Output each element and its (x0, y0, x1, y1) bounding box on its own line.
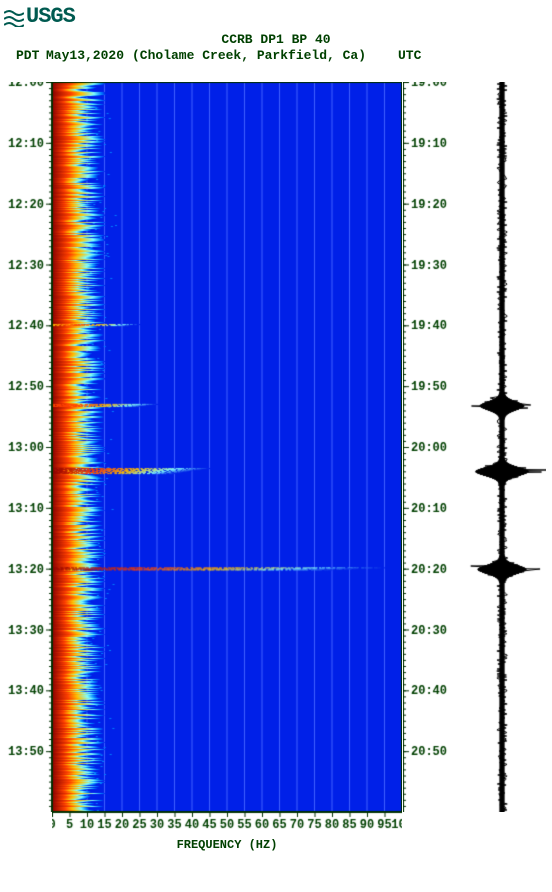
location-label: (Cholame Creek, Parkfield, Ca) (132, 48, 366, 63)
y-axis-left (2, 82, 52, 812)
y-axis-right (403, 82, 453, 812)
usgs-logo: USGS (4, 4, 75, 29)
usgs-waves-icon (4, 7, 24, 27)
tz-right-label: UTC (398, 48, 421, 63)
chart-title: CCRB DP1 BP 40 (0, 32, 552, 47)
spectrogram-plot (52, 82, 402, 812)
date-label: May13,2020 (46, 48, 124, 63)
seismogram-trace (458, 82, 546, 812)
x-axis (52, 812, 402, 838)
usgs-logo-text: USGS (26, 4, 75, 29)
tz-left-label: PDT (16, 48, 39, 63)
x-axis-label: FREQUENCY (HZ) (52, 838, 402, 852)
